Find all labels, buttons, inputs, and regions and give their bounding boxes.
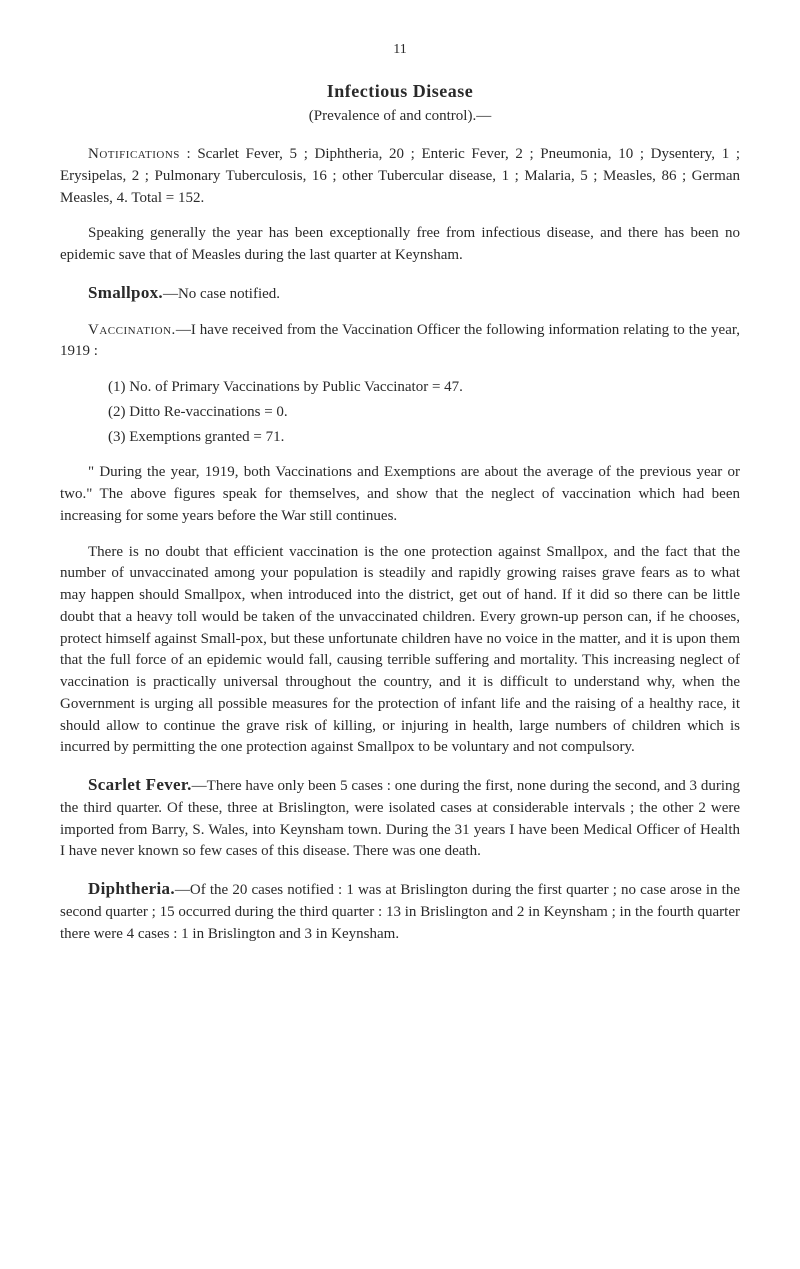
vaccination-list: (1) No. of Primary Vaccinations by Publi… [60, 377, 740, 448]
subtitle: (Prevalence of and control).— [60, 106, 740, 128]
notifications-paragraph: Notifications : Scarlet Fever, 5 ; Dipht… [60, 144, 740, 209]
smallpox-heading: Smallpox. [88, 283, 163, 302]
scarlet-paragraph: Scarlet Fever.—There have only been 5 ca… [60, 773, 740, 863]
diphtheria-heading: Diphtheria. [88, 879, 175, 898]
page-number: 11 [60, 40, 740, 60]
list-item: (2) Ditto Re-vaccinations = 0. [60, 402, 740, 424]
vaccination-paragraph: Vaccination.—I have received from the Va… [60, 320, 740, 364]
smallpox-body: —No case notified. [163, 286, 280, 302]
notifications-label: Notifications [88, 146, 180, 162]
speaking-paragraph: Speaking generally the year has been exc… [60, 223, 740, 267]
list-item: (3) Exemptions granted = 71. [60, 427, 740, 449]
vaccination-label: Vaccination. [88, 322, 176, 338]
scarlet-heading: Scarlet Fever. [88, 775, 192, 794]
main-title: Infectious Disease [60, 78, 740, 104]
smallpox-paragraph: Smallpox.—No case notified. [60, 281, 740, 306]
nodoubt-paragraph: There is no doubt that efficient vaccina… [60, 542, 740, 760]
diphtheria-paragraph: Diphtheria.—Of the 20 cases notified : 1… [60, 877, 740, 945]
during-paragraph: " During the year, 1919, both Vaccinatio… [60, 462, 740, 527]
list-item: (1) No. of Primary Vaccinations by Publi… [60, 377, 740, 399]
